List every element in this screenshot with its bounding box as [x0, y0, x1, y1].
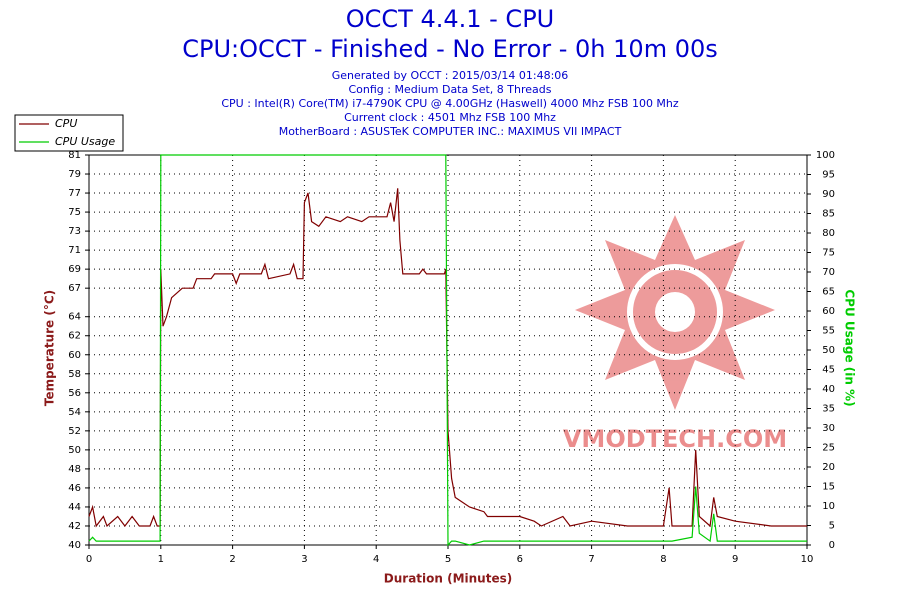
y-tick-label: 46	[68, 483, 81, 494]
y-tick-label: 77	[68, 188, 81, 199]
x-tick-label: 2	[229, 554, 235, 565]
y-tick-label: 64	[68, 312, 81, 323]
y-tick-label: 75	[68, 207, 81, 218]
y-tick-label: 60	[68, 350, 81, 361]
y2-tick-label: 80	[822, 228, 835, 239]
y2-tick-label: 85	[822, 209, 835, 220]
x-tick-label: 7	[588, 554, 594, 565]
y2-tick-label: 25	[822, 443, 835, 454]
legend-box	[14, 114, 124, 152]
info-line: Current clock : 4501 Mhz FSB 100 Mhz	[344, 111, 556, 124]
y2-axis-label: CPU Usage (in %)	[843, 289, 857, 406]
y2-tick-label: 45	[822, 365, 835, 376]
y-tick-label: 40	[68, 540, 81, 551]
x-tick-label: 6	[517, 554, 523, 565]
watermark: VMODTECH.COM	[563, 425, 787, 453]
logo-ring	[627, 264, 723, 360]
y2-tick-label: 100	[816, 150, 835, 161]
y-tick-label: 67	[68, 283, 81, 294]
x-tick-label: 9	[732, 554, 738, 565]
y2-tick-label: 75	[822, 248, 835, 259]
y2-tick-label: 0	[829, 540, 835, 551]
y2-tick-label: 15	[822, 482, 835, 493]
x-tick-label: 0	[86, 554, 92, 565]
y-tick-label: 62	[68, 331, 81, 342]
info-line: MotherBoard : ASUSTeK COMPUTER INC.: MAX…	[279, 125, 622, 138]
y2-tick-label: 10	[822, 501, 835, 512]
y2-tick-label: 65	[822, 287, 835, 298]
chart-subtitle: CPU:OCCT - Finished - No Error - 0h 10m …	[182, 35, 718, 63]
y-tick-label: 79	[68, 169, 81, 180]
x-tick-label: 5	[445, 554, 451, 565]
chart-title: OCCT 4.4.1 - CPU	[346, 5, 554, 33]
y2-tick-label: 5	[829, 521, 835, 532]
x-tick-label: 4	[373, 554, 379, 565]
x-tick-label: 8	[660, 554, 666, 565]
y-tick-label: 48	[68, 464, 81, 475]
y-tick-label: 50	[68, 445, 81, 456]
y2-tick-label: 55	[822, 326, 835, 337]
y2-tick-label: 70	[822, 267, 835, 278]
y-tick-label: 42	[68, 521, 81, 532]
y-tick-label: 81	[68, 150, 81, 161]
y2-tick-label: 90	[822, 189, 835, 200]
y2-tick-label: 95	[822, 170, 835, 181]
y-tick-label: 52	[68, 426, 81, 437]
y2-tick-label: 30	[822, 423, 835, 434]
legend-label: CPU	[55, 117, 77, 130]
x-tick-label: 3	[301, 554, 307, 565]
series-line	[88, 154, 807, 547]
y-axis-label: Temperature (°C)	[43, 290, 57, 406]
legend-label: CPU Usage	[55, 135, 115, 148]
y-tick-label: 44	[68, 502, 81, 513]
y-tick-label: 69	[68, 264, 81, 275]
y-tick-label: 54	[68, 407, 81, 418]
info-line: Generated by OCCT : 2015/03/14 01:48:06	[332, 69, 569, 82]
y-tick-label: 56	[68, 388, 81, 399]
y2-tick-label: 40	[822, 384, 835, 395]
y-tick-label: 71	[68, 245, 81, 256]
y2-tick-label: 50	[822, 345, 835, 356]
x-tick-label: 10	[801, 554, 814, 565]
watermark-logo	[575, 215, 775, 410]
y-tick-label: 58	[68, 369, 81, 380]
x-axis-label: Duration (Minutes)	[384, 572, 512, 586]
info-line: Config : Medium Data Set, 8 Threads	[349, 83, 552, 96]
logo-core	[655, 292, 695, 332]
info-line: CPU : Intel(R) Core(TM) i7-4790K CPU @ 4…	[221, 97, 679, 110]
y-tick-label: 73	[68, 226, 81, 237]
x-tick-label: 1	[158, 554, 164, 565]
y2-tick-label: 60	[822, 306, 835, 317]
y2-tick-label: 35	[822, 404, 835, 415]
y2-tick-label: 20	[822, 462, 835, 473]
